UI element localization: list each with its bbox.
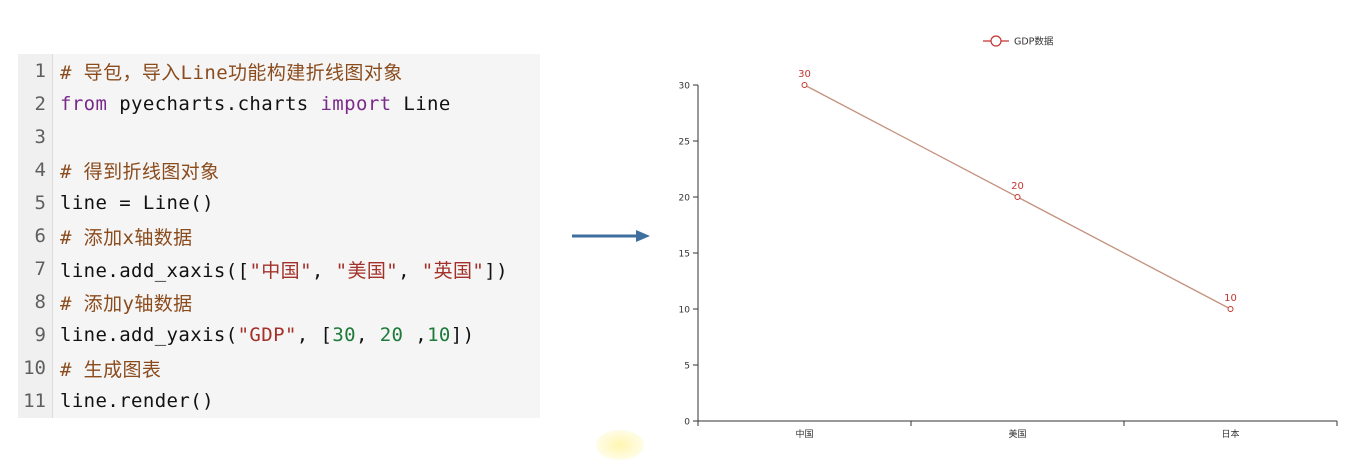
code-token: # 添加y轴数据 <box>60 292 193 315</box>
code-text: # 添加y轴数据 <box>60 289 193 316</box>
y-tick-label: 5 <box>684 362 690 372</box>
code-text: line = Line() <box>60 192 214 214</box>
code-token: line.add_yaxis( <box>60 324 238 346</box>
line-number-gutter <box>18 54 53 418</box>
code-token: "美国" <box>335 259 399 282</box>
data-point <box>801 82 808 88</box>
code-text: # 添加x轴数据 <box>60 223 193 250</box>
code-line: 9 line.add_yaxis("GDP", [30, 20 ,10]) <box>18 318 540 352</box>
code-line: 4 # 得到折线图对象 <box>18 153 540 187</box>
legend-label: GDP数据 <box>1014 36 1054 48</box>
x-tick-label: 日本 <box>1221 428 1239 440</box>
y-tick-label: 20 <box>679 194 691 204</box>
y-tick-label: 15 <box>679 250 690 260</box>
line-number: 11 <box>23 390 46 412</box>
code-token: ]) <box>484 259 508 282</box>
line-number: 4 <box>34 159 46 181</box>
code-token: import <box>320 93 392 115</box>
code-token: , <box>398 259 422 282</box>
arrow-right-icon <box>572 230 650 242</box>
line-chart: GDP数据 0 5 10 15 20 25 30 中国 美国 日本 30 20 10 <box>679 35 1338 440</box>
code-token: , <box>311 259 336 282</box>
line-number: 6 <box>34 225 46 247</box>
data-label: 20 <box>1011 181 1024 192</box>
code-text: # 导包，导入Line功能构建折线图对象 <box>60 58 403 85</box>
line-number: 9 <box>34 324 46 346</box>
code-token: 10 <box>427 324 451 346</box>
code-text: # 生成图表 <box>60 355 161 382</box>
code-token: Line <box>391 93 451 115</box>
code-text: from pyecharts.charts import Line <box>60 93 451 115</box>
chart-legend[interactable]: GDP数据 <box>983 35 1054 48</box>
y-tick-label: 10 <box>679 306 691 316</box>
legend-marker <box>990 35 1002 47</box>
code-token: # 添加x轴数据 <box>60 226 193 249</box>
line-number: 3 <box>34 126 46 148</box>
code-line: 5 line = Line() <box>18 186 540 220</box>
line-number: 8 <box>34 291 46 313</box>
data-point <box>1227 306 1234 312</box>
line-number: 5 <box>34 192 46 214</box>
code-token: line.add_xaxis([ <box>60 259 250 282</box>
code-token: , <box>403 324 428 346</box>
x-tick-label: 中国 <box>795 428 813 440</box>
code-token: "中国" <box>249 259 312 282</box>
y-tick-label: 30 <box>679 82 691 92</box>
chart-series: 30 20 10 <box>798 69 1237 312</box>
code-token: , <box>356 324 380 346</box>
code-token: # 导包，导入Line功能构建折线图对象 <box>60 61 403 84</box>
line-number: 2 <box>34 93 46 115</box>
code-line: 11 line.render() <box>18 384 540 418</box>
code-text: # 得到折线图对象 <box>60 157 219 184</box>
code-editor: 1 # 导包，导入Line功能构建折线图对象 2 from pyecharts.cha… <box>18 54 540 418</box>
code-token: "英国" <box>421 259 485 282</box>
code-text: line.add_xaxis(["中国", "美国", "英国"]) <box>60 256 508 283</box>
code-line: 3 <box>18 120 540 154</box>
y-tick-label: 0 <box>684 418 690 428</box>
code-line: 1 # 导包，导入Line功能构建折线图对象 <box>18 54 540 88</box>
code-line: 6 # 添加x轴数据 <box>18 219 540 253</box>
code-line: 10 # 生成图表 <box>18 351 540 385</box>
line-number: 10 <box>23 357 46 379</box>
code-token: # 得到折线图对象 <box>60 160 220 183</box>
code-line: 2 from pyecharts.charts import Line <box>18 87 540 121</box>
chart-axes: 0 5 10 15 20 25 30 中国 美国 日本 <box>679 82 1338 440</box>
cursor-highlight <box>596 430 644 460</box>
data-label: 10 <box>1224 293 1237 304</box>
code-token: , [ <box>296 324 333 346</box>
data-point <box>1014 194 1021 200</box>
code-text: line.add_yaxis("GDP", [30, 20 ,10]) <box>60 324 474 346</box>
data-label: 30 <box>798 69 811 80</box>
code-token: from <box>60 93 108 115</box>
code-token: 20 <box>379 324 404 346</box>
code-line: 7 line.add_xaxis(["中国", "美国", "英国"]) <box>18 252 540 286</box>
code-token: "GDP" <box>237 324 297 346</box>
y-tick-label: 25 <box>679 138 690 148</box>
line-number: 1 <box>34 60 46 82</box>
code-token: ]) <box>450 324 475 346</box>
code-token: line = Line() <box>60 192 214 214</box>
code-text: line.render() <box>60 390 214 412</box>
code-token: line.render() <box>60 390 214 412</box>
code-token: pyecharts.charts <box>107 93 321 115</box>
x-tick-label: 美国 <box>1008 428 1026 440</box>
code-token: # 生成图表 <box>60 358 162 381</box>
code-token: 30 <box>332 324 357 346</box>
line-number: 7 <box>34 258 46 280</box>
code-line: 8 # 添加y轴数据 <box>18 285 540 319</box>
